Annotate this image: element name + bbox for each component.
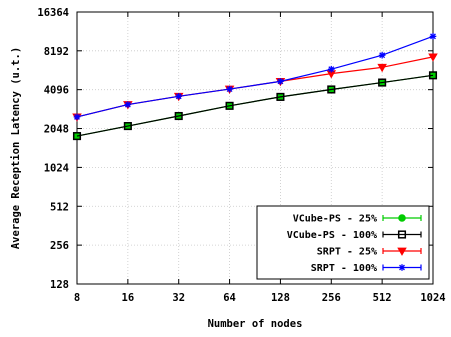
axis-ticks: 8 16 32 64 128 256 512 1024 128 256 512 1024 2048 409… <box>37 7 445 304</box>
star-stroke <box>226 86 233 93</box>
x-axis-label: Number of nodes <box>208 318 303 330</box>
y-tick-label: 2048 <box>44 124 69 136</box>
legend-marker <box>398 214 406 222</box>
y-tick-label: 256 <box>50 240 69 252</box>
star-stroke <box>379 52 386 59</box>
y-tick-label: 16364 <box>37 7 69 19</box>
plot-frame <box>76 11 434 285</box>
data-point <box>72 132 82 141</box>
legend-marker <box>397 247 407 256</box>
legend-marker <box>397 230 407 239</box>
data-point <box>277 78 284 85</box>
x-tick-label: 128 <box>271 292 290 304</box>
star-stroke <box>124 101 131 108</box>
legend-label: VCube-PS - 25% <box>293 214 377 225</box>
data-point <box>174 111 183 121</box>
data-point <box>428 53 438 62</box>
data-point <box>124 101 132 108</box>
y-tick-label: 1024 <box>44 162 69 174</box>
x-tick-label: 256 <box>322 292 341 304</box>
data-point <box>378 78 387 87</box>
star-stroke <box>328 66 335 73</box>
data-point <box>327 85 336 94</box>
data-point <box>429 33 437 40</box>
legend-label: SRPT - 25% <box>317 247 377 258</box>
y-axis-label: Average Reception Latency (u.t.) <box>10 47 22 249</box>
x-tick-label: 8 <box>74 292 80 304</box>
legend-label: SRPT - 100% <box>311 263 377 274</box>
data-point <box>73 113 81 121</box>
star-stroke <box>175 93 182 100</box>
x-tick-label: 512 <box>373 292 392 304</box>
star-stroke <box>74 113 80 120</box>
y-tick-label: 128 <box>50 279 69 291</box>
data-point <box>276 92 285 101</box>
x-tick-label: 32 <box>172 292 185 304</box>
y-tick-label: 512 <box>50 201 69 213</box>
series-4 <box>73 33 437 121</box>
star-stroke <box>277 78 284 85</box>
data-point <box>225 101 234 110</box>
x-tick-label: 16 <box>122 292 135 304</box>
series-layer <box>72 33 438 141</box>
series-2 <box>72 71 438 141</box>
data-point <box>226 85 233 93</box>
series-line <box>76 35 434 118</box>
data-point <box>327 65 335 73</box>
data-point <box>175 92 183 100</box>
legend: VCube-PS - 25% VCube-PS - 100% SRPT - 25% S… <box>256 205 430 280</box>
series-line <box>76 74 434 137</box>
star-stroke <box>430 33 436 40</box>
data-point <box>428 71 438 80</box>
legend-label: VCube-PS - 100% <box>287 230 377 241</box>
data-point <box>123 122 132 131</box>
x-tick-label: 64 <box>223 292 236 304</box>
data-point <box>377 63 387 73</box>
y-tick-label: 8192 <box>44 46 69 58</box>
legend-marker <box>398 264 406 271</box>
star-stroke <box>399 264 405 271</box>
y-tick-label: 4096 <box>44 85 69 97</box>
data-point <box>378 51 386 59</box>
x-tick-label: 1024 <box>420 292 445 304</box>
